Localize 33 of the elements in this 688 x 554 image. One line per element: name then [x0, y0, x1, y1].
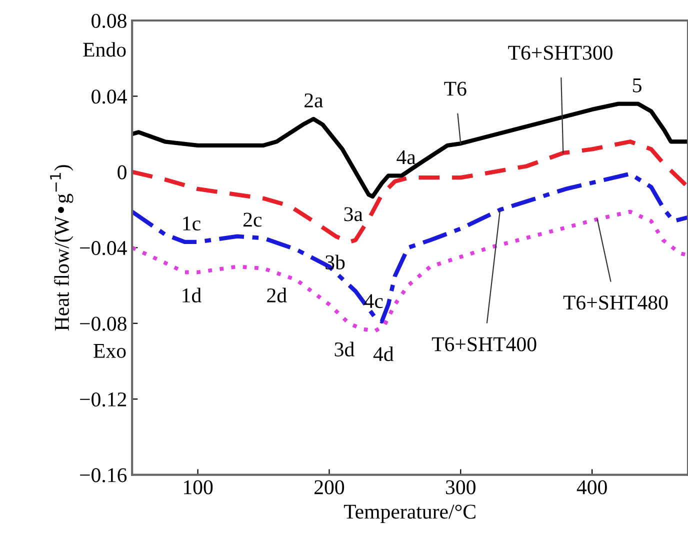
line-series	[132, 172, 688, 324]
annotation: 3a	[344, 207, 363, 222]
text: Endo	[83, 42, 126, 57]
annotation: 3b	[326, 254, 345, 270]
annotation: 2d	[267, 288, 287, 302]
y-axis-title: Heat flow/(W•g$^{−1}$)	[50, 165, 74, 331]
text: T6+SHT300	[508, 46, 612, 60]
x-axis-title: Temperature/°C	[344, 504, 476, 523]
text: T6+SHT400	[432, 337, 536, 352]
y-tick-label: −0.16	[80, 468, 127, 482]
y-tick-label: 0.04	[92, 90, 127, 104]
annotation: 4d	[373, 346, 394, 362]
text: T6+SHT480	[563, 296, 668, 310]
y-tick-label: 0.08	[92, 14, 126, 28]
annotation: 5	[633, 78, 642, 92]
x-tick-label: 400	[576, 480, 607, 494]
annotation: 3d	[334, 342, 354, 356]
annotation: 2c	[243, 212, 262, 227]
annotation: 4c	[364, 294, 383, 308]
line-series	[132, 140, 688, 244]
annotation: 1c	[183, 216, 200, 231]
y-tick-label: −0.08	[80, 316, 126, 331]
x-tick-label: 200	[314, 480, 344, 494]
annotation: 2a	[304, 93, 323, 108]
text: Exo	[94, 344, 126, 358]
y-tick-label: −0.04	[80, 241, 127, 256]
x-tick-label: 300	[446, 480, 476, 494]
y-tick-label: 0	[118, 165, 126, 180]
annotation: 1d	[182, 288, 202, 302]
annotation: 4a	[396, 150, 416, 164]
text: T6	[444, 82, 466, 96]
y-tick-label: −0.12	[80, 392, 126, 407]
x-tick-label: 100	[184, 480, 213, 494]
